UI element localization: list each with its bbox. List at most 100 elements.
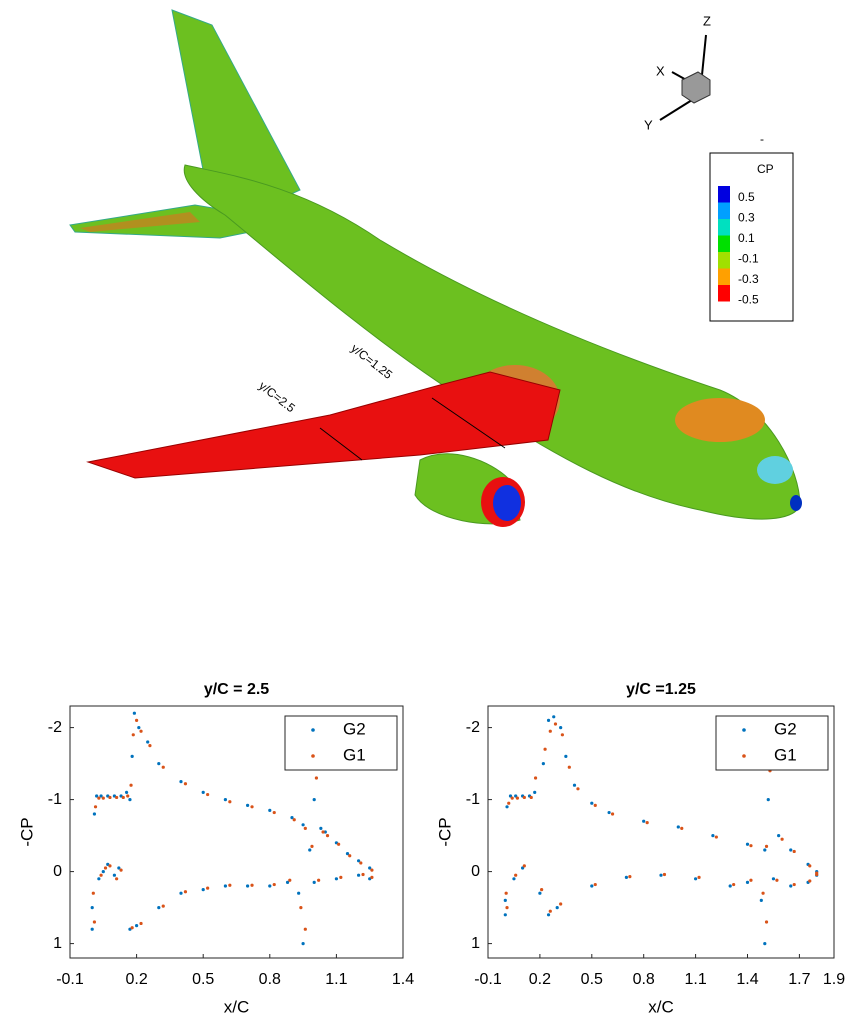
data-point	[139, 921, 143, 926]
data-point	[303, 927, 307, 931]
data-point	[117, 866, 121, 870]
x-tick-label: -0.1	[56, 971, 84, 988]
data-point	[659, 873, 663, 877]
data-point	[548, 729, 552, 733]
wing	[86, 371, 561, 479]
data-point	[92, 812, 97, 816]
x-tick-label: 1.1	[325, 971, 347, 988]
data-point	[548, 909, 552, 913]
x-tick-label: 1.1	[684, 971, 706, 988]
colorbar-tick-label: 0.1	[738, 231, 755, 245]
data-point	[522, 864, 526, 868]
nose-pressure	[675, 398, 765, 442]
data-point	[108, 795, 112, 800]
plot-frame	[487, 705, 835, 959]
nose-stagnation	[757, 456, 793, 484]
data-point	[576, 787, 580, 791]
data-point	[728, 884, 732, 888]
data-point	[308, 848, 312, 852]
y-tick-label: -1	[48, 791, 62, 808]
data-point	[112, 873, 116, 877]
data-point	[504, 891, 508, 895]
data-point	[515, 796, 520, 800]
data-point	[368, 866, 372, 870]
data-point	[317, 878, 321, 882]
data-point	[808, 879, 812, 883]
data-point	[645, 821, 649, 825]
data-point	[546, 913, 551, 917]
data-point	[642, 819, 646, 823]
data-point	[312, 880, 316, 885]
data-point	[610, 812, 615, 816]
data-point	[223, 798, 227, 802]
colorbar-swatch	[718, 285, 730, 302]
data-point	[108, 864, 112, 868]
data-point	[337, 842, 341, 846]
data-point	[323, 830, 327, 834]
data-point	[93, 805, 98, 809]
engine-inlet	[493, 485, 521, 521]
data-point	[319, 826, 323, 831]
legend-marker	[742, 754, 746, 758]
data-point	[745, 880, 750, 885]
data-point	[775, 878, 779, 882]
y-tick-label: -1	[466, 791, 480, 808]
data-point	[179, 891, 183, 895]
data-point	[285, 880, 290, 885]
data-point	[250, 883, 254, 887]
y-tick-label: 1	[53, 935, 62, 952]
legend-label: G1	[343, 745, 366, 764]
data-point	[303, 826, 307, 831]
section-label: y/C=2.5	[256, 379, 298, 416]
x-tick-label: 1.9	[823, 971, 845, 988]
data-point	[137, 726, 141, 730]
data-point	[132, 711, 136, 715]
data-point	[507, 801, 511, 805]
data-point	[780, 837, 784, 841]
legend-box	[715, 715, 829, 771]
colorbar-swatch	[718, 252, 730, 269]
data-point	[522, 795, 526, 800]
data-point	[183, 890, 188, 894]
data-point	[301, 942, 305, 946]
data-point	[732, 882, 736, 887]
data-point	[505, 906, 509, 910]
x-tick-label: 1.4	[736, 971, 758, 988]
section-line	[431, 397, 506, 449]
data-point	[792, 882, 796, 887]
colorbar: CP 0.5 0.3 0.1 -0.1 -0.3 -0.5	[709, 152, 794, 322]
data-point	[250, 805, 254, 809]
data-point	[510, 796, 514, 800]
x-tick-label: 0.5	[581, 971, 603, 988]
colorbar-swatch	[718, 202, 730, 219]
chart-title: y/C =1.25	[626, 681, 696, 698]
data-point	[119, 868, 123, 872]
x-tick-label: 0.8	[259, 971, 281, 988]
x-tick-label: 1.4	[392, 971, 414, 988]
data-point	[761, 891, 765, 895]
data-point	[749, 844, 753, 848]
data-point	[288, 878, 292, 882]
data-point	[792, 849, 796, 854]
data-point	[697, 875, 701, 879]
data-point	[567, 765, 571, 769]
y-tick-label: -2	[48, 719, 62, 736]
data-point	[503, 913, 507, 917]
axis-triad: Z X Y	[644, 13, 711, 132]
data-point	[345, 852, 350, 856]
data-point	[357, 873, 361, 877]
data-point	[514, 873, 518, 877]
data-point	[745, 842, 750, 846]
x-tick-label: 0.5	[192, 971, 214, 988]
section-label: y/C=1.25	[348, 341, 395, 382]
data-point	[228, 883, 232, 887]
data-point	[128, 798, 132, 802]
data-point	[161, 904, 165, 908]
data-point	[546, 718, 551, 723]
data-point	[593, 803, 597, 807]
nose-tip	[790, 495, 802, 511]
triad-label: Y	[644, 117, 653, 132]
data-point	[299, 906, 303, 910]
legend-label: G2	[774, 719, 797, 738]
legend-marker	[311, 754, 315, 758]
